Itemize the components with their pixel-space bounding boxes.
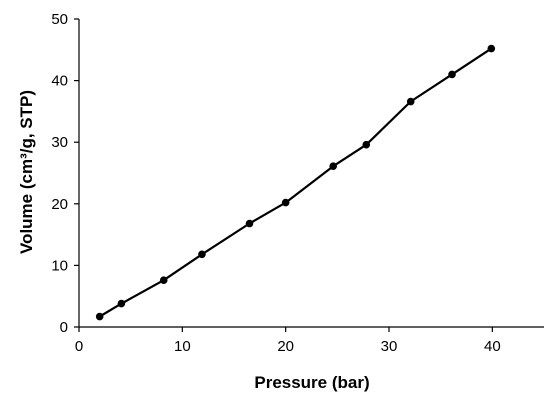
data-point (198, 250, 206, 259)
data-point (95, 312, 104, 321)
data-point (487, 44, 496, 53)
x-tick-label: 20 (277, 338, 294, 355)
data-point (362, 140, 371, 149)
y-tick-label: 40 (51, 73, 68, 90)
data-point (448, 70, 456, 79)
plot-area: 0 10 20 30 40 50 0 10 20 30 40 (51, 11, 544, 355)
y-tick-label: 0 (60, 319, 68, 336)
y-tick-label: 10 (51, 257, 68, 274)
x-tick-label: 40 (484, 338, 501, 355)
data-point (406, 97, 415, 106)
x-tick-label: 0 (75, 338, 83, 355)
y-tick-label: 20 (51, 196, 68, 213)
data-point (117, 299, 126, 308)
data-point (281, 198, 290, 207)
data-point (245, 219, 254, 228)
x-tick-label: 10 (174, 338, 191, 355)
y-tick-label: 30 (51, 134, 68, 151)
data-point (329, 162, 338, 171)
series-line (99, 47, 492, 318)
x-tick-label: 30 (381, 338, 398, 355)
data-point (159, 276, 168, 284)
y-axis-title: Volume (cm³/g, STP) (17, 90, 36, 254)
x-axis-title: Pressure (bar) (254, 373, 369, 392)
y-tick-label: 50 (51, 11, 68, 28)
